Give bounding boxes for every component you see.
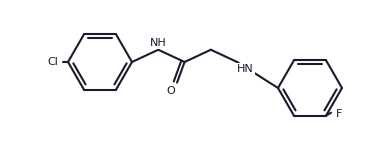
Text: O: O	[166, 86, 175, 96]
Text: F: F	[336, 109, 342, 119]
Text: Cl: Cl	[47, 57, 58, 67]
Text: NH: NH	[150, 38, 167, 48]
Text: HN: HN	[237, 64, 254, 74]
